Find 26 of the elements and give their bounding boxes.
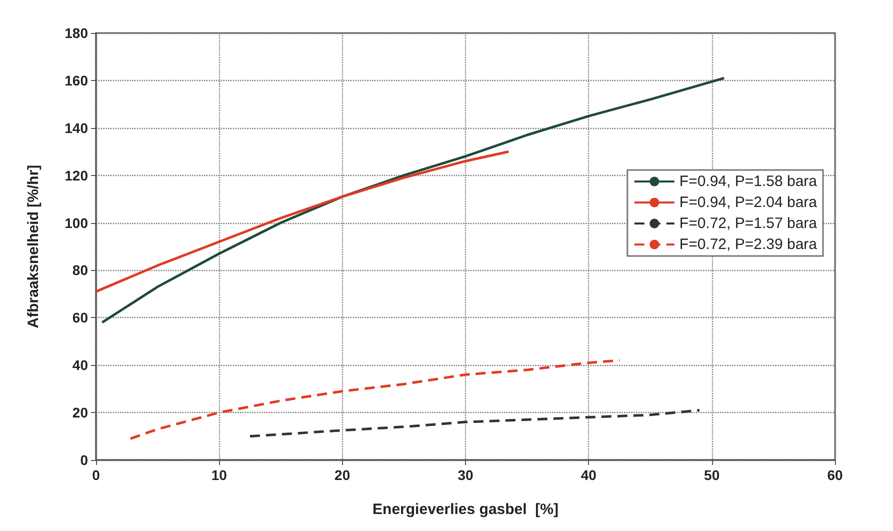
y-tick-label: 100 xyxy=(64,214,88,231)
y-tick-label: 80 xyxy=(72,262,88,278)
y-tick-label: 40 xyxy=(72,357,88,374)
x-tick-label: 50 xyxy=(704,467,720,483)
x-tick-label: 10 xyxy=(211,467,228,483)
y-tick-label: 120 xyxy=(64,167,88,184)
x-tick-label: 40 xyxy=(580,467,597,483)
y-axis-title: Afbraaksnelheid [%/hr] xyxy=(25,164,42,328)
x-tick-label: 30 xyxy=(458,467,474,483)
y-tick-label: 60 xyxy=(72,310,88,326)
y-tick-label: 180 xyxy=(64,25,88,41)
x-tick-label: 20 xyxy=(334,467,350,483)
line-series xyxy=(248,408,701,438)
y-tick-label: 160 xyxy=(64,72,88,88)
y-tick-label: 20 xyxy=(72,404,88,421)
x-tick-label: 0 xyxy=(92,467,100,483)
y-tick-label: 140 xyxy=(64,120,88,136)
legend-label: F=0.94, P=2.04 bara xyxy=(679,194,818,211)
legend-label: F=0.94, P=1.58 bara xyxy=(679,173,818,190)
y-tick-label: 0 xyxy=(80,452,88,468)
line-series xyxy=(94,150,510,293)
x-tick-label: 60 xyxy=(827,467,843,483)
x-axis-title: Energieverlies gasbel [%] xyxy=(372,501,558,518)
legend-label: F=0.72, P=2.39 bara xyxy=(679,236,818,253)
legend-label: F=0.72, P=1.57 bara xyxy=(679,215,818,232)
line-series xyxy=(129,359,621,440)
